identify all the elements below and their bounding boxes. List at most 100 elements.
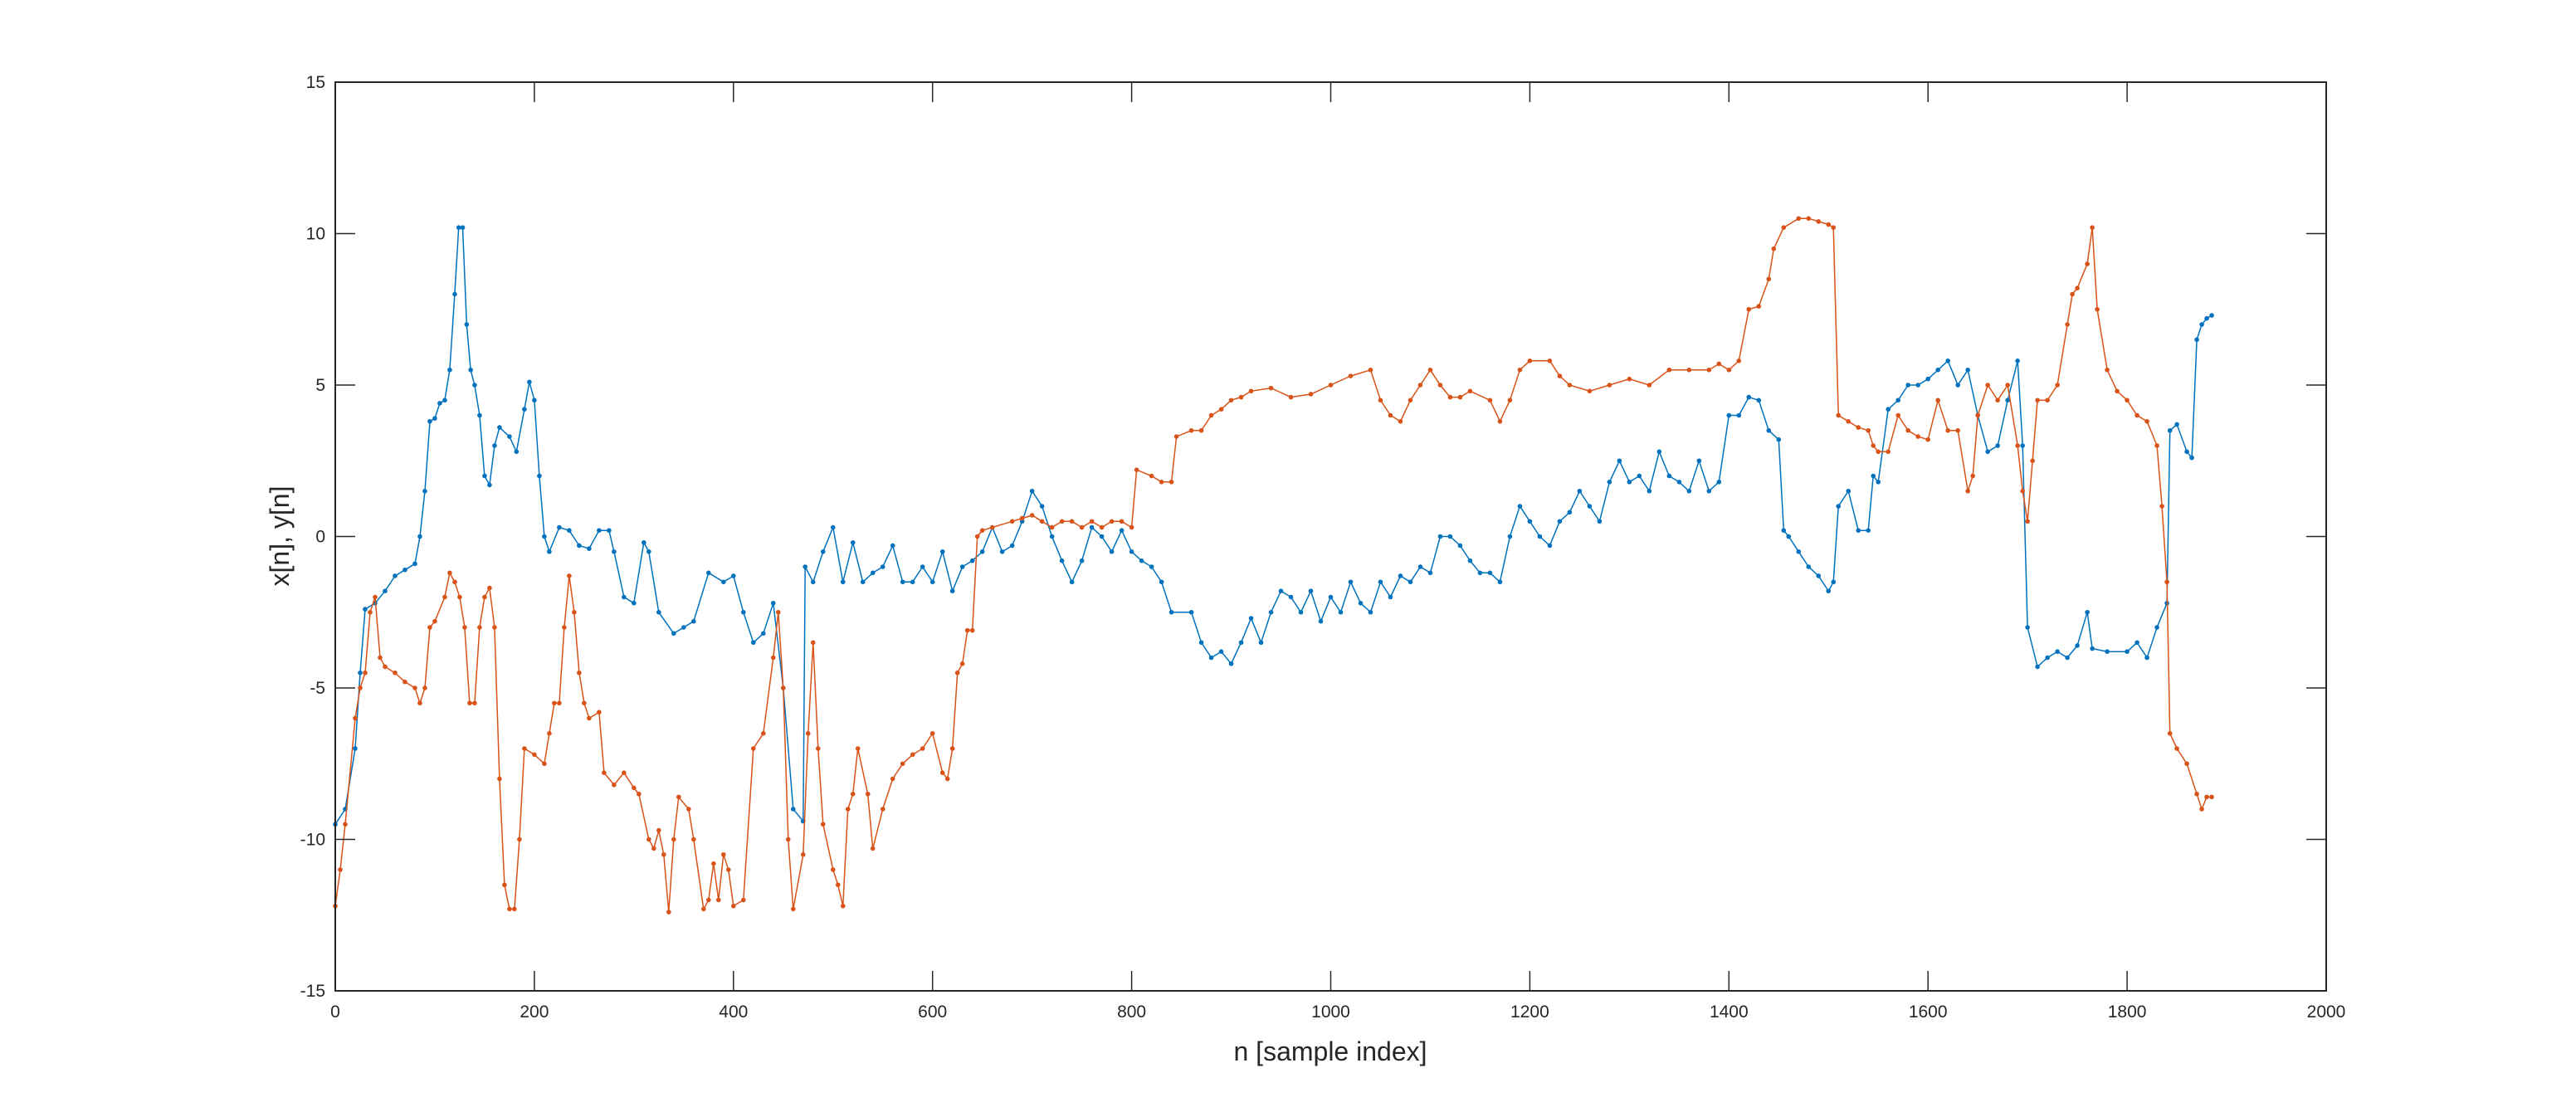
data-point	[1965, 488, 1970, 494]
data-point	[1547, 543, 1553, 549]
data-point	[517, 836, 522, 842]
data-point	[2125, 397, 2130, 403]
data-point	[338, 867, 343, 872]
data-point	[358, 685, 363, 690]
data-point	[1218, 407, 1224, 412]
data-point	[487, 482, 492, 488]
data-point	[1507, 534, 1513, 539]
data-point	[706, 570, 711, 576]
data-point	[452, 291, 457, 297]
data-point	[2189, 455, 2194, 461]
series-1	[333, 216, 2214, 914]
data-point	[1149, 564, 1154, 569]
data-point	[462, 625, 467, 630]
data-point	[1666, 367, 1672, 373]
data-point	[1268, 385, 1274, 391]
data-point	[1188, 609, 1194, 615]
data-point	[597, 528, 602, 533]
data-point	[1876, 480, 1881, 485]
data-point	[1970, 473, 1975, 479]
data-point	[1607, 480, 1612, 485]
data-point	[1945, 427, 1950, 433]
data-point	[1647, 383, 1652, 388]
data-point	[597, 710, 602, 715]
data-point	[1009, 519, 1015, 524]
data-point	[1846, 488, 1852, 494]
data-point	[1029, 513, 1035, 518]
data-point	[402, 679, 407, 685]
data-point	[464, 322, 470, 327]
data-point	[760, 631, 766, 636]
data-point	[790, 906, 796, 912]
data-point	[2070, 291, 2075, 297]
data-point	[487, 585, 492, 591]
data-point	[2075, 285, 2080, 291]
data-point	[1079, 524, 1085, 530]
data-point	[2159, 504, 2164, 509]
data-point	[1248, 388, 1254, 394]
data-point	[622, 770, 627, 775]
data-point	[482, 594, 487, 600]
data-point	[1049, 524, 1055, 530]
data-point	[452, 579, 457, 585]
data-point	[1836, 504, 1842, 509]
x-tick-label: 1600	[1909, 1002, 1948, 1022]
data-point	[1238, 640, 1244, 646]
data-point	[2045, 397, 2050, 403]
data-point	[2020, 488, 2025, 494]
data-point	[1069, 579, 1075, 585]
data-point	[760, 730, 766, 736]
data-point	[686, 807, 691, 812]
data-point	[512, 906, 517, 912]
data-point	[969, 627, 975, 633]
data-point	[880, 564, 886, 569]
data-point	[2030, 458, 2035, 464]
data-point	[2035, 664, 2040, 670]
data-point	[1895, 397, 1901, 403]
data-point	[1915, 383, 1921, 388]
data-point	[1627, 376, 1632, 382]
data-point	[1995, 443, 2000, 448]
x-tick-label: 400	[719, 1002, 748, 1022]
data-point	[1497, 579, 1503, 585]
data-point	[1726, 412, 1732, 418]
data-point	[2167, 730, 2173, 736]
data-point	[477, 412, 482, 418]
data-point	[607, 528, 612, 533]
data-point	[656, 609, 661, 615]
x-tick-label: 200	[520, 1002, 549, 1022]
data-point	[1537, 534, 1543, 539]
data-point	[1846, 419, 1852, 424]
data-point	[2164, 579, 2169, 585]
data-point	[1129, 549, 1134, 554]
data-point	[890, 776, 895, 782]
data-point	[1905, 427, 1911, 433]
data-point	[2055, 383, 2060, 388]
data-point	[1627, 480, 1632, 485]
data-point	[810, 579, 816, 585]
y-tick-label: 10	[306, 225, 325, 244]
data-point	[363, 670, 368, 675]
data-point	[542, 761, 547, 767]
data-point	[2144, 419, 2149, 424]
data-point	[1517, 504, 1523, 509]
data-point	[845, 807, 851, 812]
data-point	[865, 791, 871, 797]
data-point	[1955, 427, 1960, 433]
data-point	[1358, 601, 1364, 606]
data-point	[1159, 579, 1164, 585]
data-point	[1129, 524, 1134, 530]
data-point	[1348, 373, 1354, 378]
data-point	[2134, 412, 2139, 418]
data-point	[1368, 367, 1373, 373]
data-point	[2095, 306, 2100, 312]
data-point	[582, 700, 587, 706]
data-point	[979, 528, 985, 533]
data-point	[1507, 397, 1513, 403]
data-point	[1831, 225, 1837, 231]
data-point	[1781, 528, 1787, 533]
data-point	[507, 434, 512, 439]
data-point	[1706, 488, 1712, 494]
data-point	[910, 752, 915, 758]
ticks-layer: 0 200 400 600 800 1000 1200 1400 1600 1800 2000 -15…	[300, 73, 2346, 1022]
